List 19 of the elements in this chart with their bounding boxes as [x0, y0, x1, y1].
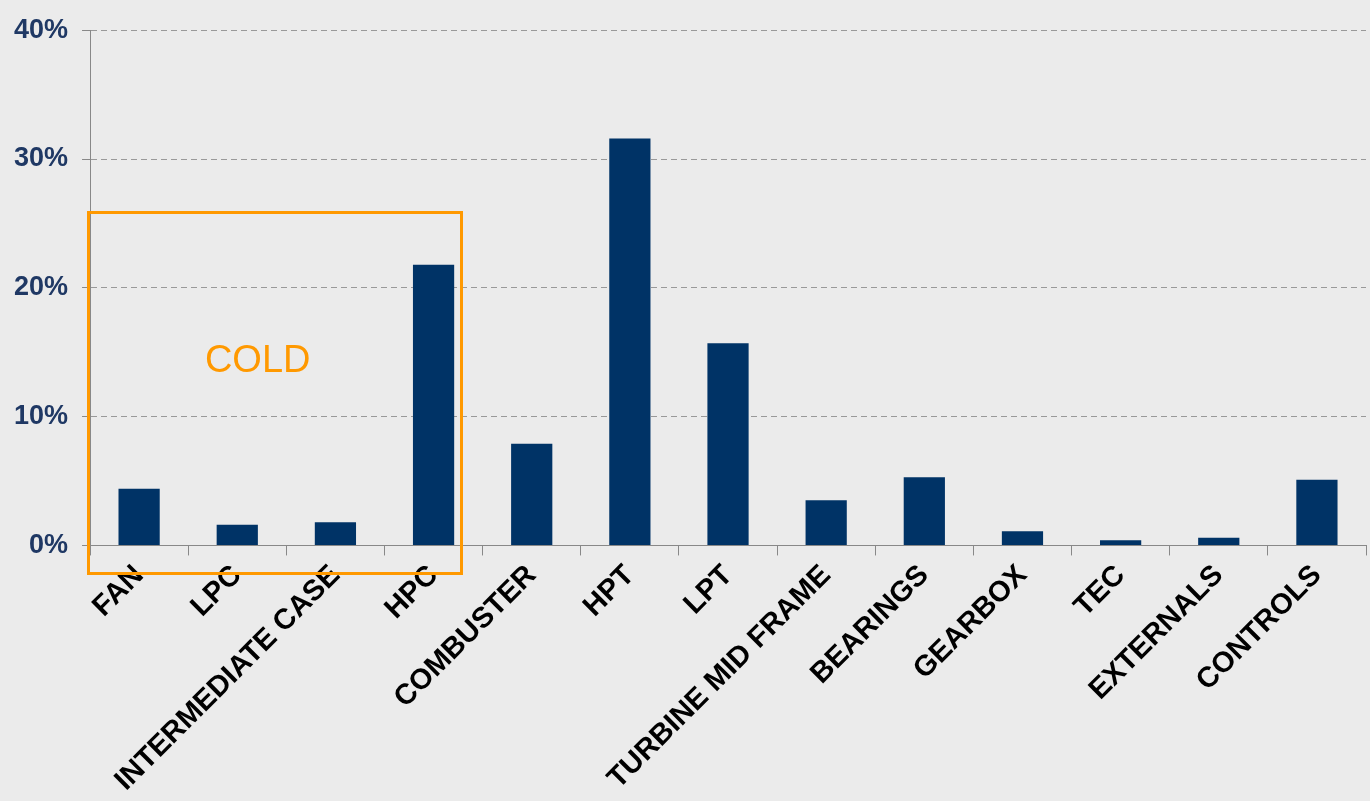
bar [903, 477, 945, 545]
bar [1001, 531, 1044, 545]
y-tick-label: 20% [13, 271, 69, 302]
bar [1198, 537, 1240, 545]
bar [216, 524, 258, 545]
bar [314, 522, 357, 545]
bar [609, 138, 651, 545]
y-tick-label: 30% [13, 142, 69, 173]
annotation: COLD [204, 338, 311, 382]
bar [412, 264, 455, 545]
y-tick-label: 10% [13, 400, 69, 431]
bar [1100, 540, 1142, 545]
bar [707, 343, 749, 545]
bar [511, 443, 553, 545]
bar [805, 500, 847, 545]
y-tick-label: 0% [29, 528, 69, 559]
y-tick-label: 40% [13, 13, 69, 44]
bar [118, 488, 160, 545]
bar [1296, 479, 1338, 545]
